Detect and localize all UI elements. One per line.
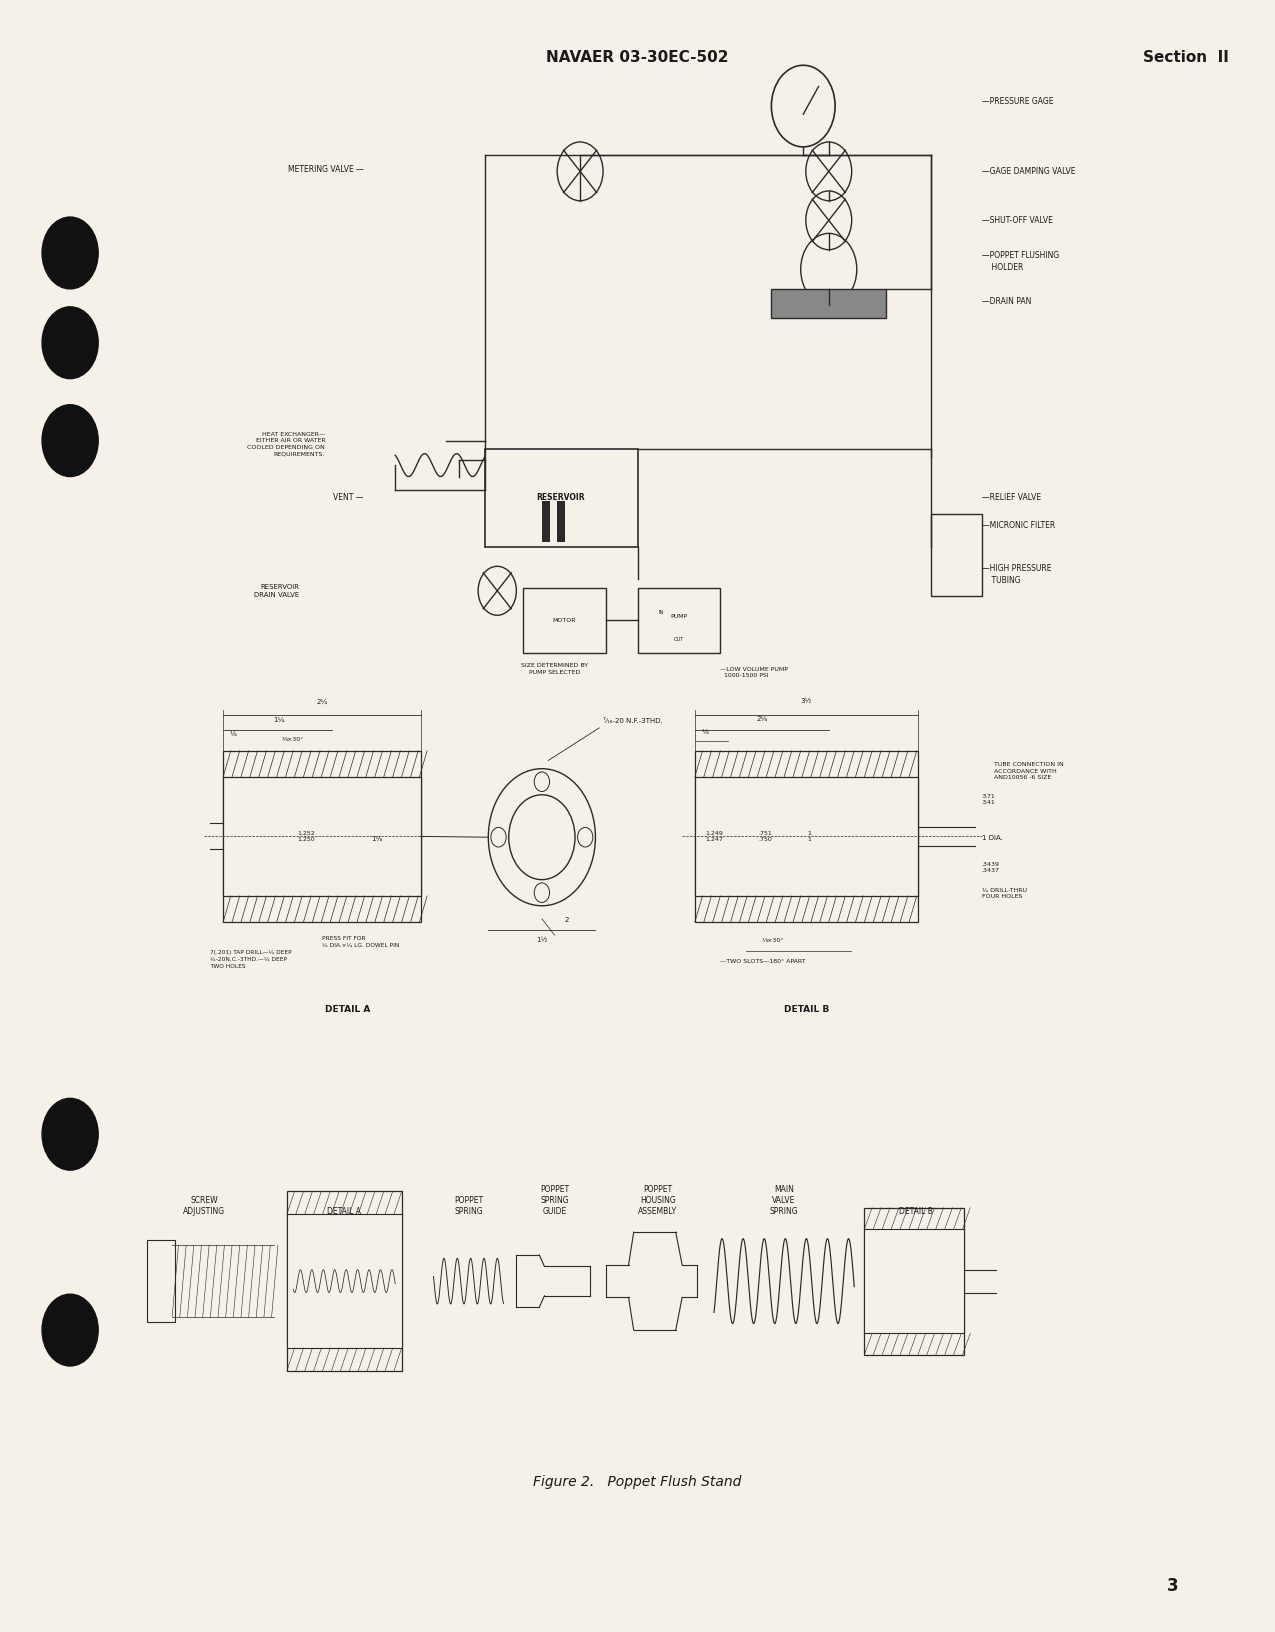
Bar [864,1208,964,1355]
Text: .3439
.3437: .3439 .3437 [982,862,1000,873]
Bar [542,501,550,542]
Text: 1.252
1.250: 1.252 1.250 [297,831,315,842]
Bar [771,289,886,318]
Circle shape [42,1098,98,1170]
Bar [223,777,421,896]
Text: —SHUT-OFF VALVE: —SHUT-OFF VALVE [982,215,1053,225]
Text: 2¼: 2¼ [316,698,328,705]
Text: MOTOR: MOTOR [552,617,576,623]
Text: METERING VALVE —: METERING VALVE — [288,165,363,175]
Bar [695,777,918,896]
Text: Section  II: Section II [1142,49,1229,65]
Text: HEAT EXCHANGER—
EITHER AIR OR WATER
COOLED DEPENDING ON
REQUIREMENTS.: HEAT EXCHANGER— EITHER AIR OR WATER COOL… [247,431,325,457]
Circle shape [42,405,98,477]
Text: ⅜×30°: ⅜×30° [282,738,305,743]
Bar [557,501,565,542]
Bar [223,751,421,922]
Text: —HIGH PRESSURE
    TUBING: —HIGH PRESSURE TUBING [982,565,1052,584]
Text: NAVAER 03-30EC-502: NAVAER 03-30EC-502 [546,49,729,65]
Text: 1
1: 1 1 [807,831,812,842]
Bar [864,1229,964,1333]
Text: —DRAIN PAN: —DRAIN PAN [982,297,1031,307]
Bar [523,588,606,653]
Bar [484,449,638,547]
Text: —LOW VOLUME PUMP
  1000-1500 PSI: —LOW VOLUME PUMP 1000-1500 PSI [720,666,788,679]
Text: 1 DIA.: 1 DIA. [982,834,1002,840]
Text: ⅛: ⅛ [701,730,709,736]
Text: —MICRONIC FILTER: —MICRONIC FILTER [982,521,1054,530]
Text: .751
.750: .751 .750 [759,831,771,842]
Text: .571
.541: .571 .541 [982,793,996,805]
Text: —POPPET FLUSHING
    HOLDER: —POPPET FLUSHING HOLDER [982,251,1060,271]
Text: RESERVOIR: RESERVOIR [537,493,585,503]
Text: MAIN
VALVE
SPRING: MAIN VALVE SPRING [770,1185,798,1216]
Text: DETAIL B: DETAIL B [899,1206,932,1216]
Text: 1½: 1½ [537,937,547,943]
Text: DETAIL B: DETAIL B [784,1005,829,1013]
Text: ⅛: ⅛ [230,731,237,738]
Text: 3½: 3½ [801,698,812,705]
Text: 1.249
1.247: 1.249 1.247 [705,831,723,842]
Text: DETAIL A: DETAIL A [325,1005,370,1013]
Bar [287,1214,402,1348]
Text: TUBE CONNECTION IN
ACCORDANCE WITH
AND10056 -6 SIZE: TUBE CONNECTION IN ACCORDANCE WITH AND10… [994,762,1065,780]
Bar [638,588,720,653]
Bar [287,1191,402,1371]
Circle shape [42,217,98,289]
Text: ⁷⁄₁₆-20 N.F.-3THD.: ⁷⁄₁₆-20 N.F.-3THD. [603,718,663,725]
Circle shape [42,1294,98,1366]
Bar [931,514,982,596]
Text: Figure 2.   Poppet Flush Stand: Figure 2. Poppet Flush Stand [533,1475,742,1488]
Text: SIZE DETERMINED BY
PUMP SELECTED: SIZE DETERMINED BY PUMP SELECTED [521,663,588,676]
Text: IN: IN [658,609,664,615]
Text: —PRESSURE GAGE: —PRESSURE GAGE [982,96,1053,106]
Text: 3: 3 [1167,1577,1179,1596]
Text: PRESS FIT FOR
¼ DIA.×¼ LG. DOWEL PIN: PRESS FIT FOR ¼ DIA.×¼ LG. DOWEL PIN [321,935,399,948]
Text: —GAGE DAMPING VALVE: —GAGE DAMPING VALVE [982,166,1075,176]
Text: RESERVOIR
DRAIN VALVE: RESERVOIR DRAIN VALVE [255,584,300,597]
Text: VENT —: VENT — [333,493,363,503]
Text: ¼ DRILL-THRU
FOUR HOLES: ¼ DRILL-THRU FOUR HOLES [982,888,1026,899]
Bar [695,751,918,922]
Text: —RELIEF VALVE: —RELIEF VALVE [982,493,1040,503]
Text: PUMP: PUMP [671,614,687,620]
Text: SCREW
ADJUSTING: SCREW ADJUSTING [182,1196,226,1216]
Text: DETAIL A: DETAIL A [328,1206,361,1216]
Text: 7(.201) TAP DRILL—¼ DEEP
¼-20N.C.-3THD.—¼ DEEP
TWO HOLES: 7(.201) TAP DRILL—¼ DEEP ¼-20N.C.-3THD.—… [210,950,292,969]
Text: ⅛×30°: ⅛×30° [761,938,784,943]
Circle shape [42,307,98,379]
Text: POPPET
SPRING
GUIDE: POPPET SPRING GUIDE [541,1185,569,1216]
Text: POPPET
HOUSING
ASSEMBLY: POPPET HOUSING ASSEMBLY [639,1185,677,1216]
Text: 2: 2 [565,917,569,924]
Text: 1¼: 1¼ [273,716,284,723]
Bar [147,1240,175,1322]
Text: POPPET
SPRING: POPPET SPRING [455,1196,483,1216]
Text: 1⅛: 1⅛ [371,836,382,842]
Text: 2⅛: 2⅛ [756,716,768,723]
Text: —TWO SLOTS—180° APART: —TWO SLOTS—180° APART [720,960,806,965]
Text: OUT: OUT [673,636,685,643]
